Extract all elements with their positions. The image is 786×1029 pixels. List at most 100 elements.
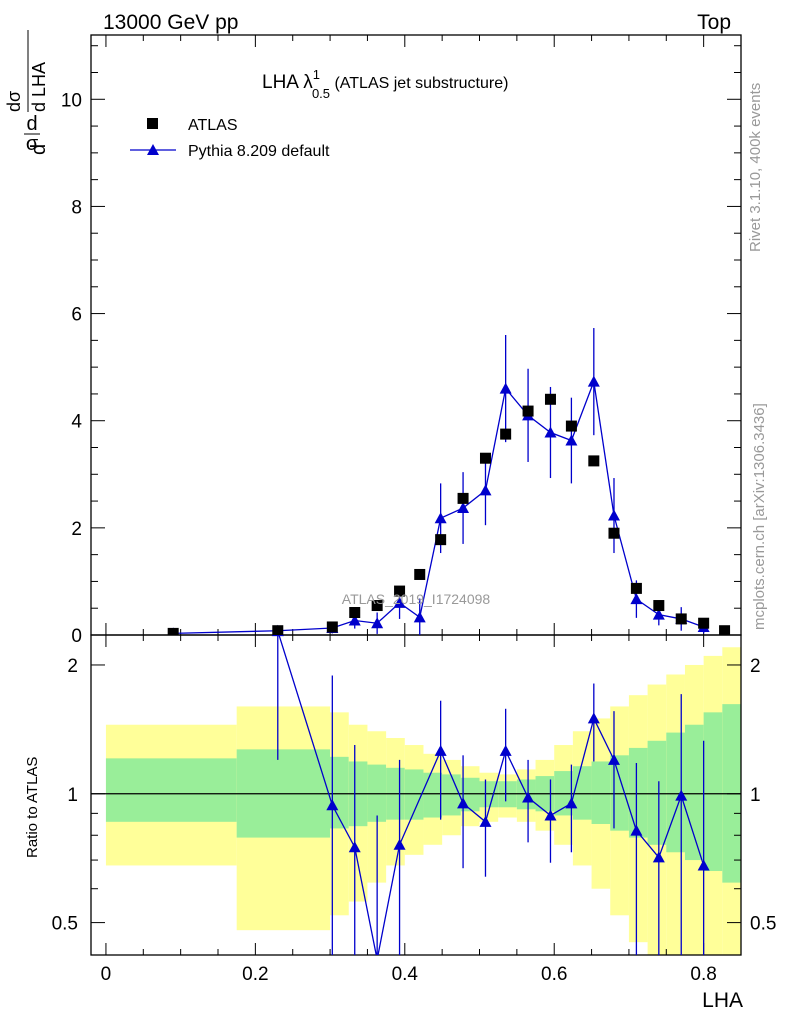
data-point [457,492,469,504]
data-series [167,393,731,635]
data-point [326,621,338,633]
ratio-frame [90,634,742,956]
ratio-point [326,799,339,811]
ylabel-dlha: d LHA [29,62,49,112]
ylabel-text: d [28,144,50,155]
mc-point [565,434,578,446]
legend-mc-marker [147,144,159,155]
band-inner-bin [572,766,592,820]
ratio-point [479,815,492,827]
mc-point [434,512,447,524]
band-inner-bin [105,758,237,822]
x-tick-label: 0.8 [690,964,716,985]
x-tick-label: 0 [101,964,112,985]
mc-point [371,617,384,629]
mc-point [587,375,600,387]
title-rest: (ATLAS jet substructure) [330,75,508,92]
header-left: 13000 GeV pp [103,11,238,34]
y-tick-label: 0 [71,626,82,647]
x-tick-label: 0.2 [242,964,268,985]
data-point [608,527,620,539]
legend-data-label: ATLAS [188,117,238,134]
y-tick-label: 8 [71,197,82,218]
data-point [719,625,731,635]
ratio-point [499,744,512,756]
data-point [500,428,512,440]
data-point [435,534,447,546]
legend: ATLAS Pythia 8.209 default [130,117,330,160]
rivet-label: Rivet 3.1.10, 400k events [747,83,764,252]
y-tick-label: 2 [71,519,82,540]
ratio-y-tick-label-right: 2 [750,656,761,677]
data-point [544,393,556,405]
band-inner-bin [684,724,704,861]
mc-point [607,509,620,521]
mc-point [413,611,426,623]
band-inner-bin [423,772,443,818]
ratio-point [607,753,620,765]
watermark: ATLAS_2019_I1724098 [342,591,491,607]
data-point [272,625,284,635]
ratio-point [434,744,447,756]
ratio-point [587,712,600,724]
band-inner-bin [610,755,629,831]
legend-data-marker [147,118,158,129]
x-axis-label: LHA [702,989,743,1012]
ratio-series [271,635,710,955]
ratio-y-tick-label: 1 [67,785,78,806]
ratio-y-tick-label: 0.5 [52,914,78,935]
ratio-y-tick-label-right: 0.5 [750,914,776,935]
y-axis-title-main: d σ d dσ d LHA [4,30,50,155]
data-point [675,613,687,625]
band-inner-bin [647,740,667,845]
mc-point [544,426,557,438]
chart-title: LHA λ1 0.5 (ATLAS jet substructure) [262,67,508,101]
ratio-y-tick-label-right: 1 [750,785,761,806]
data-point [588,455,600,467]
ratio-ylabel: Ratio to ATLAS [24,757,41,858]
data-point [653,600,665,612]
band-inner-bin [404,769,424,820]
title-sub: 0.5 [312,86,330,101]
ratio-point [565,797,578,809]
ratio-point [522,791,535,803]
data-point [522,405,534,417]
data-point [414,568,426,580]
ratio-point [697,859,710,871]
y-tick-label: 10 [61,90,82,111]
mcplots-label: mcplots.cern.ch [arXiv:1306.3436] [751,403,768,630]
mc-point [393,596,406,608]
band-inner-bin [703,712,723,872]
data-point [630,582,642,594]
mc-point [457,502,470,514]
ratio-point [348,841,361,853]
ratio-point [630,824,643,836]
ratio-point [393,838,406,850]
x-tick-label: 0.4 [392,964,419,985]
mc-point [652,608,665,620]
x-tick-label: 0.6 [541,964,567,985]
ratio-point [457,797,470,809]
mc-point [348,614,361,626]
mc-point [499,382,512,394]
header-right: Top [697,11,731,34]
ylabel-d1: d [26,113,37,135]
marks [167,328,731,955]
mc-point [630,593,643,605]
data-point [698,617,710,629]
ylabel-sigma: σ [26,133,39,155]
y-tick-label: 4 [71,412,82,433]
ratio-point [271,635,284,637]
y-tick-label: 6 [71,305,82,326]
title-main: LHA λ [262,72,313,93]
ratio-y-tick-label: 2 [67,656,78,677]
ratio-point [544,809,557,821]
band-inner-bin [442,774,461,816]
data-point [394,585,406,597]
ratio-point [376,953,378,955]
ratio-point [652,851,665,863]
legend-mc-label: Pythia 8.209 default [188,143,330,160]
data-point [371,600,383,612]
